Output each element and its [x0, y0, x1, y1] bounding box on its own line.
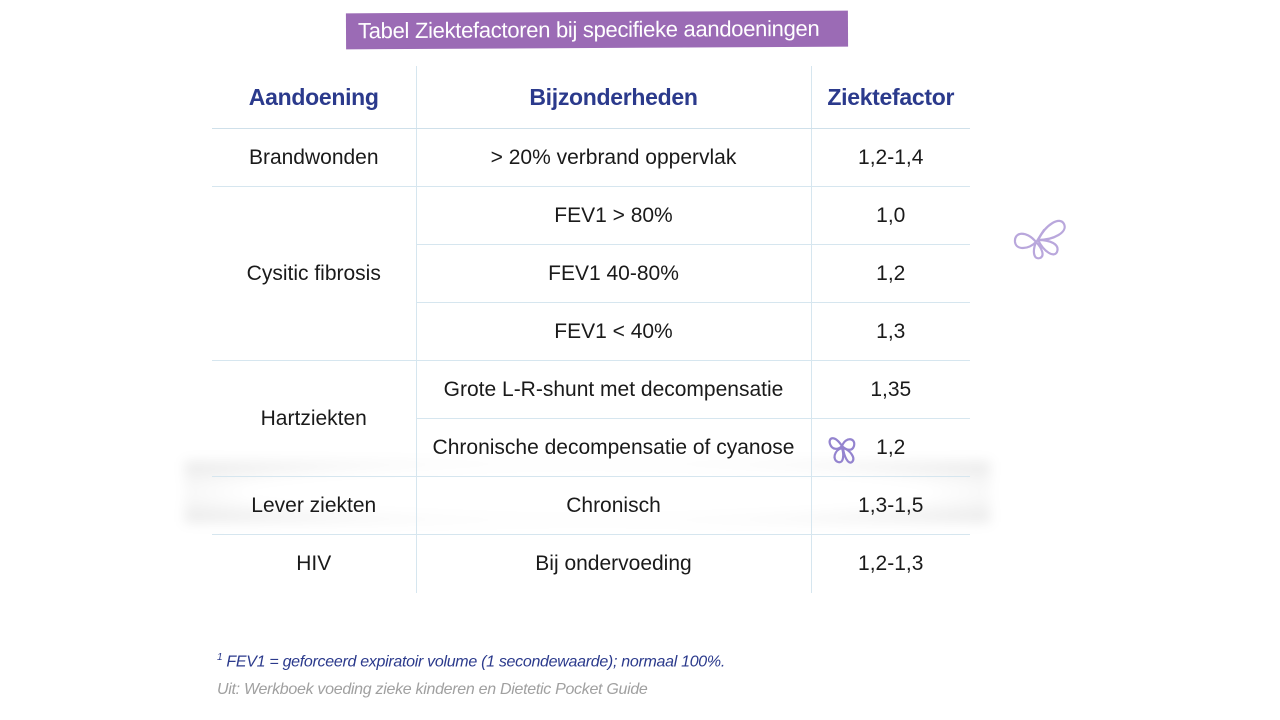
condition-cell: Brandwonden [212, 128, 416, 187]
details-cell: > 20% verbrand oppervlak [415, 128, 811, 187]
header-factor: Ziektefactor [810, 66, 970, 129]
butterfly-icon [828, 437, 856, 464]
table-row: Chronische decompensatie of cyanose 1,2 [212, 418, 970, 477]
header-details: Bijzonderheden [415, 66, 811, 129]
factor-cell: 1,3 [810, 302, 970, 361]
header-condition: Aandoening [212, 66, 416, 129]
details-cell: FEV1 40-80% [415, 244, 811, 303]
table-row: Lever ziekten Chronisch 1,3-1,5 [212, 476, 970, 535]
table-row: FEV1 < 40% 1,3 [212, 302, 970, 361]
details-cell: FEV1 < 40% [415, 302, 811, 361]
factor-cell: 1,0 [810, 186, 970, 245]
table-row: Cysitic fibrosis FEV1 > 80% 1,0 [212, 186, 970, 361]
table-row: FEV1 40-80% 1,2 [212, 244, 970, 303]
footnote-text: FEV1 = geforceerd expiratoir volume (1 s… [226, 653, 725, 671]
details-cell: FEV1 > 80% [415, 186, 811, 245]
details-cell: Chronische decompensatie of cyanose [415, 418, 811, 477]
table-row: Hartziekten Grote L-R-shunt met decompen… [212, 360, 970, 477]
butterfly-icon [1013, 219, 1066, 260]
table-title: Tabel Ziektefactoren bij specifieke aand… [345, 10, 849, 50]
footnote: 1 FEV1 = geforceerd expiratoir volume (1… [217, 652, 725, 671]
condition-cell: HIV [296, 552, 332, 575]
source-citation: Uit: Werkboek voeding zieke kinderen en … [217, 681, 648, 698]
details-cell: Bij ondervoeding [415, 534, 811, 593]
table-row: HIV Bij ondervoeding 1,2-1,3 [212, 534, 970, 593]
details-cell: Grote L-R-shunt met decompensatie [415, 360, 811, 419]
factor-cell: 1,3-1,5 [810, 476, 970, 535]
condition-cell: Lever ziekten [212, 476, 416, 535]
details-cell: Chronisch [415, 476, 811, 535]
footnote-marker: 1 [217, 652, 223, 663]
table-row: Brandwonden > 20% verbrand oppervlak 1,2… [212, 128, 970, 187]
factor-cell: 1,2-1,4 [810, 128, 970, 187]
factor-cell: 1,35 [810, 360, 970, 419]
condition-cell: Hartziekten [212, 360, 416, 477]
disease-factor-table: Aandoening Bijzonderheden Ziektefactor B… [212, 66, 970, 593]
header-row: Aandoening Bijzonderheden Ziektefactor [212, 66, 970, 129]
factor-cell: 1,2 [810, 244, 970, 303]
condition-cell: Cysitic fibrosis [212, 186, 416, 361]
factor-cell: 1,2-1,3 [810, 534, 970, 593]
